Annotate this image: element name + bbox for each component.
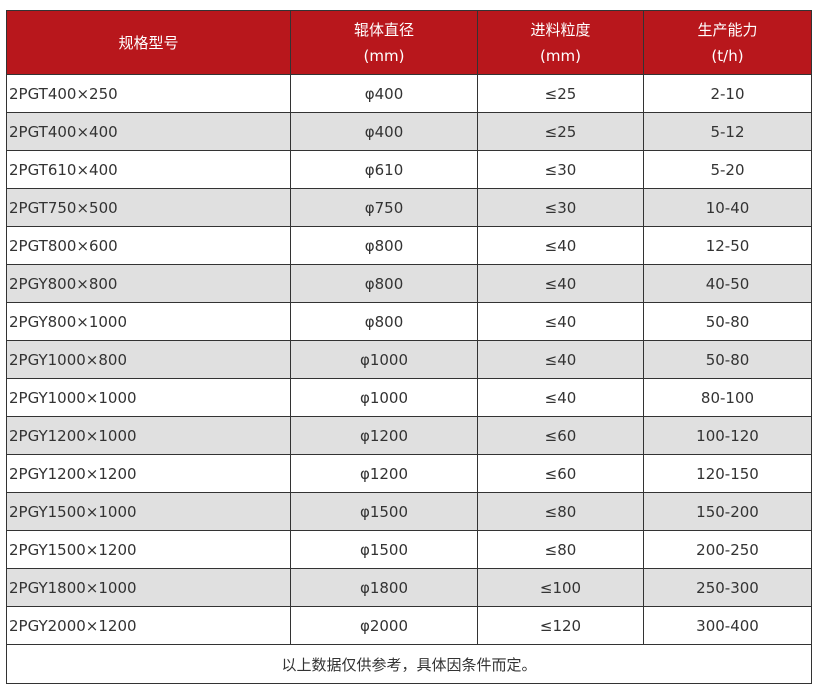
cell-feed-size: ≤60 — [477, 416, 644, 455]
cell-roller-diameter: φ1500 — [290, 492, 478, 531]
cell-model: 2PGT400×250 — [6, 74, 291, 113]
header-row: 规格型号 辊体直径 (mm) 进料粒度 (mm) 生产能力 (t/h) — [6, 10, 812, 75]
cell-feed-size: ≤40 — [477, 340, 644, 379]
table-row: 2PGT400×250 φ400 ≤25 2-10 — [6, 74, 812, 113]
cell-model: 2PGY800×800 — [6, 264, 291, 303]
table-row: 2PGY2000×1200 φ2000 ≤120 300-400 — [6, 606, 812, 645]
table-row: 2PGT400×400 φ400 ≤25 5-12 — [6, 112, 812, 151]
table-row: 2PGY1200×1000 φ1200 ≤60 100-120 — [6, 416, 812, 455]
cell-roller-diameter: φ610 — [290, 150, 478, 189]
cell-model: 2PGT400×400 — [6, 112, 291, 151]
cell-capacity: 5-12 — [643, 112, 812, 151]
cell-roller-diameter: φ750 — [290, 188, 478, 227]
table-row: 2PGY1000×1000 φ1000 ≤40 80-100 — [6, 378, 812, 417]
cell-roller-diameter: φ1800 — [290, 568, 478, 607]
cell-capacity: 250-300 — [643, 568, 812, 607]
cell-roller-diameter: φ2000 — [290, 606, 478, 645]
cell-capacity: 5-20 — [643, 150, 812, 189]
header-capacity: 生产能力 (t/h) — [643, 10, 812, 75]
cell-capacity: 100-120 — [643, 416, 812, 455]
cell-model: 2PGT610×400 — [6, 150, 291, 189]
table-row: 2PGY800×800 φ800 ≤40 40-50 — [6, 264, 812, 303]
cell-model: 2PGY2000×1200 — [6, 606, 291, 645]
cell-model: 2PGT750×500 — [6, 188, 291, 227]
header-label: 规格型号 — [118, 33, 179, 52]
header-label: 辊体直径 — [353, 20, 414, 39]
cell-feed-size: ≤60 — [477, 454, 644, 493]
cell-roller-diameter: φ1200 — [290, 454, 478, 493]
cell-capacity: 200-250 — [643, 530, 812, 569]
cell-capacity: 120-150 — [643, 454, 812, 493]
cell-roller-diameter: φ800 — [290, 264, 478, 303]
cell-feed-size: ≤80 — [477, 530, 644, 569]
cell-feed-size: ≤25 — [477, 112, 644, 151]
cell-roller-diameter: φ800 — [290, 226, 478, 265]
table-row: 2PGY1500×1200 φ1500 ≤80 200-250 — [6, 530, 812, 569]
cell-roller-diameter: φ800 — [290, 302, 478, 341]
cell-model: 2PGY1500×1000 — [6, 492, 291, 531]
cell-model: 2PGY1200×1000 — [6, 416, 291, 455]
cell-roller-diameter: φ1000 — [290, 378, 478, 417]
cell-capacity: 10-40 — [643, 188, 812, 227]
cell-feed-size: ≤30 — [477, 188, 644, 227]
cell-feed-size: ≤100 — [477, 568, 644, 607]
header-unit: (t/h) — [711, 46, 744, 65]
cell-model: 2PGY1000×800 — [6, 340, 291, 379]
cell-model: 2PGY1200×1200 — [6, 454, 291, 493]
cell-feed-size: ≤40 — [477, 302, 644, 341]
cell-capacity: 12-50 — [643, 226, 812, 265]
cell-roller-diameter: φ1200 — [290, 416, 478, 455]
cell-model: 2PGY1800×1000 — [6, 568, 291, 607]
cell-feed-size: ≤30 — [477, 150, 644, 189]
header-model: 规格型号 — [6, 10, 291, 75]
table-row: 2PGY800×1000 φ800 ≤40 50-80 — [6, 302, 812, 341]
cell-capacity: 40-50 — [643, 264, 812, 303]
cell-capacity: 50-80 — [643, 302, 812, 341]
header-label: 生产能力 — [697, 20, 758, 39]
footnote-row: 以上数据仅供参考，具体因条件而定。 — [6, 644, 812, 684]
cell-feed-size: ≤25 — [477, 74, 644, 113]
cell-feed-size: ≤40 — [477, 378, 644, 417]
header-unit: (mm) — [363, 46, 405, 65]
cell-capacity: 150-200 — [643, 492, 812, 531]
cell-capacity: 2-10 — [643, 74, 812, 113]
table-row: 2PGT610×400 φ610 ≤30 5-20 — [6, 150, 812, 189]
cell-roller-diameter: φ1500 — [290, 530, 478, 569]
cell-capacity: 80-100 — [643, 378, 812, 417]
table-row: 2PGY1800×1000 φ1800 ≤100 250-300 — [6, 568, 812, 607]
table-row: 2PGY1200×1200 φ1200 ≤60 120-150 — [6, 454, 812, 493]
header-unit: (mm) — [540, 46, 581, 65]
spec-table: 规格型号 辊体直径 (mm) 进料粒度 (mm) 生产能力 (t/h) 2PGT400… — [6, 10, 812, 684]
cell-capacity: 50-80 — [643, 340, 812, 379]
cell-feed-size: ≤80 — [477, 492, 644, 531]
table-row: 2PGY1500×1000 φ1500 ≤80 150-200 — [6, 492, 812, 531]
cell-model: 2PGY800×1000 — [6, 302, 291, 341]
table-row: 2PGT750×500 φ750 ≤30 10-40 — [6, 188, 812, 227]
footnote: 以上数据仅供参考，具体因条件而定。 — [6, 644, 812, 684]
cell-model: 2PGY1000×1000 — [6, 378, 291, 417]
cell-model: 2PGY1500×1200 — [6, 530, 291, 569]
header-label: 进料粒度 — [530, 20, 591, 39]
cell-feed-size: ≤40 — [477, 264, 644, 303]
cell-roller-diameter: φ400 — [290, 74, 478, 113]
cell-feed-size: ≤120 — [477, 606, 644, 645]
cell-feed-size: ≤40 — [477, 226, 644, 265]
cell-capacity: 300-400 — [643, 606, 812, 645]
table-row: 2PGT800×600 φ800 ≤40 12-50 — [6, 226, 812, 265]
cell-roller-diameter: φ1000 — [290, 340, 478, 379]
cell-model: 2PGT800×600 — [6, 226, 291, 265]
cell-roller-diameter: φ400 — [290, 112, 478, 151]
header-roller-diameter: 辊体直径 (mm) — [290, 10, 478, 75]
header-feed-size: 进料粒度 (mm) — [477, 10, 644, 75]
table-row: 2PGY1000×800 φ1000 ≤40 50-80 — [6, 340, 812, 379]
